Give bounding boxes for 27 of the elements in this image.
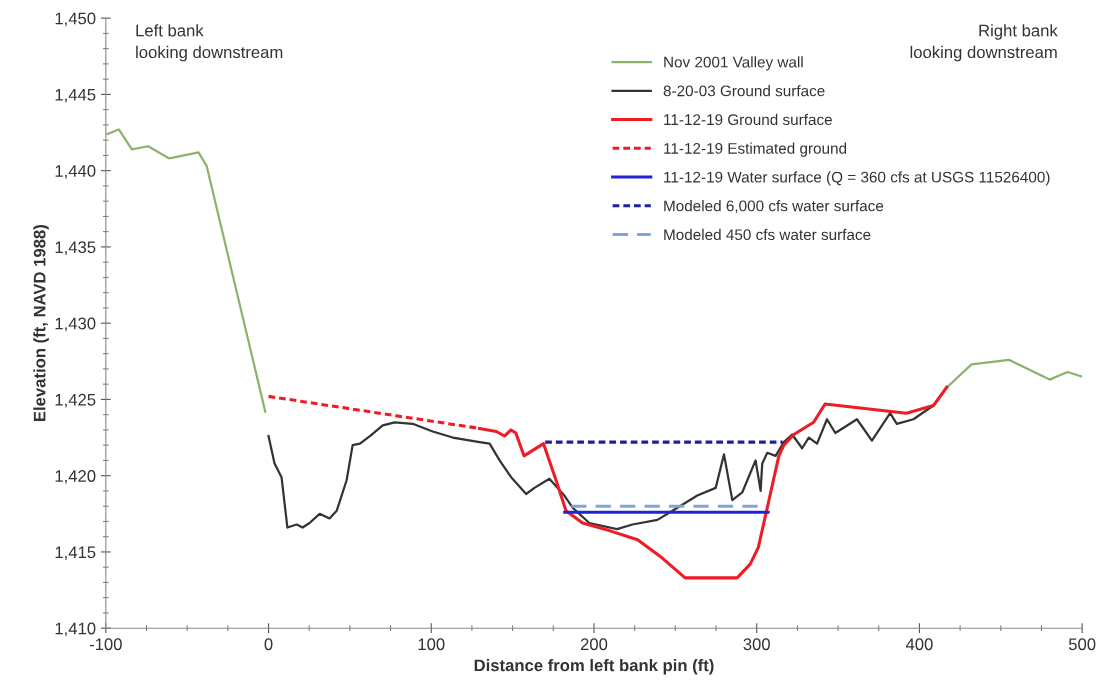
legend-label: 11-12-19 Estimated ground [664,142,847,157]
x-tick-label: 200 [580,638,608,651]
legend-label: 8-20-03 Ground surface [663,85,825,97]
x-tick-label: 100 [418,638,445,651]
legend-label: Nov 2001 Valley wall [664,56,803,71]
y-tick-label: 1,450 [55,12,96,27]
y-tick-label: 1,420 [55,470,96,484]
y-tick-label: 1,415 [55,546,96,561]
legend-label: 11-12-19 Water surface (Q = 360 cfs at USGS 11526400) [664,171,1050,186]
legend-label: 11-12-19 Ground surface [664,113,832,126]
y-tick-label: 1,430 [55,317,96,332]
x-tick-label: 500 [1068,638,1096,651]
x-axis-title: Distance from left bank pin (ft) [474,659,714,675]
y-tick-label: 1,425 [55,393,96,408]
y-tick-label: 1,445 [55,88,96,103]
y-tick-label: 1,440 [55,165,96,179]
x-tick-label: 0 [264,638,273,651]
y-tick-label: 1,435 [55,241,96,256]
x-tick-label: 300 [743,638,770,651]
annotation: Left bank looking downstream [136,24,283,62]
x-tick-label: -100 [89,638,122,651]
y-axis-title: Elevation (ft, NAVD 1988) [33,225,49,421]
annotation: Right bank looking downstream [910,24,1058,62]
legend-label: Modeled 6,000 cfs water surface [664,200,884,214]
legend-label: Modeled 450 cfs water surface [664,228,871,241]
y-tick-label: 1,410 [55,622,96,637]
x-tick-label: 400 [905,638,933,651]
